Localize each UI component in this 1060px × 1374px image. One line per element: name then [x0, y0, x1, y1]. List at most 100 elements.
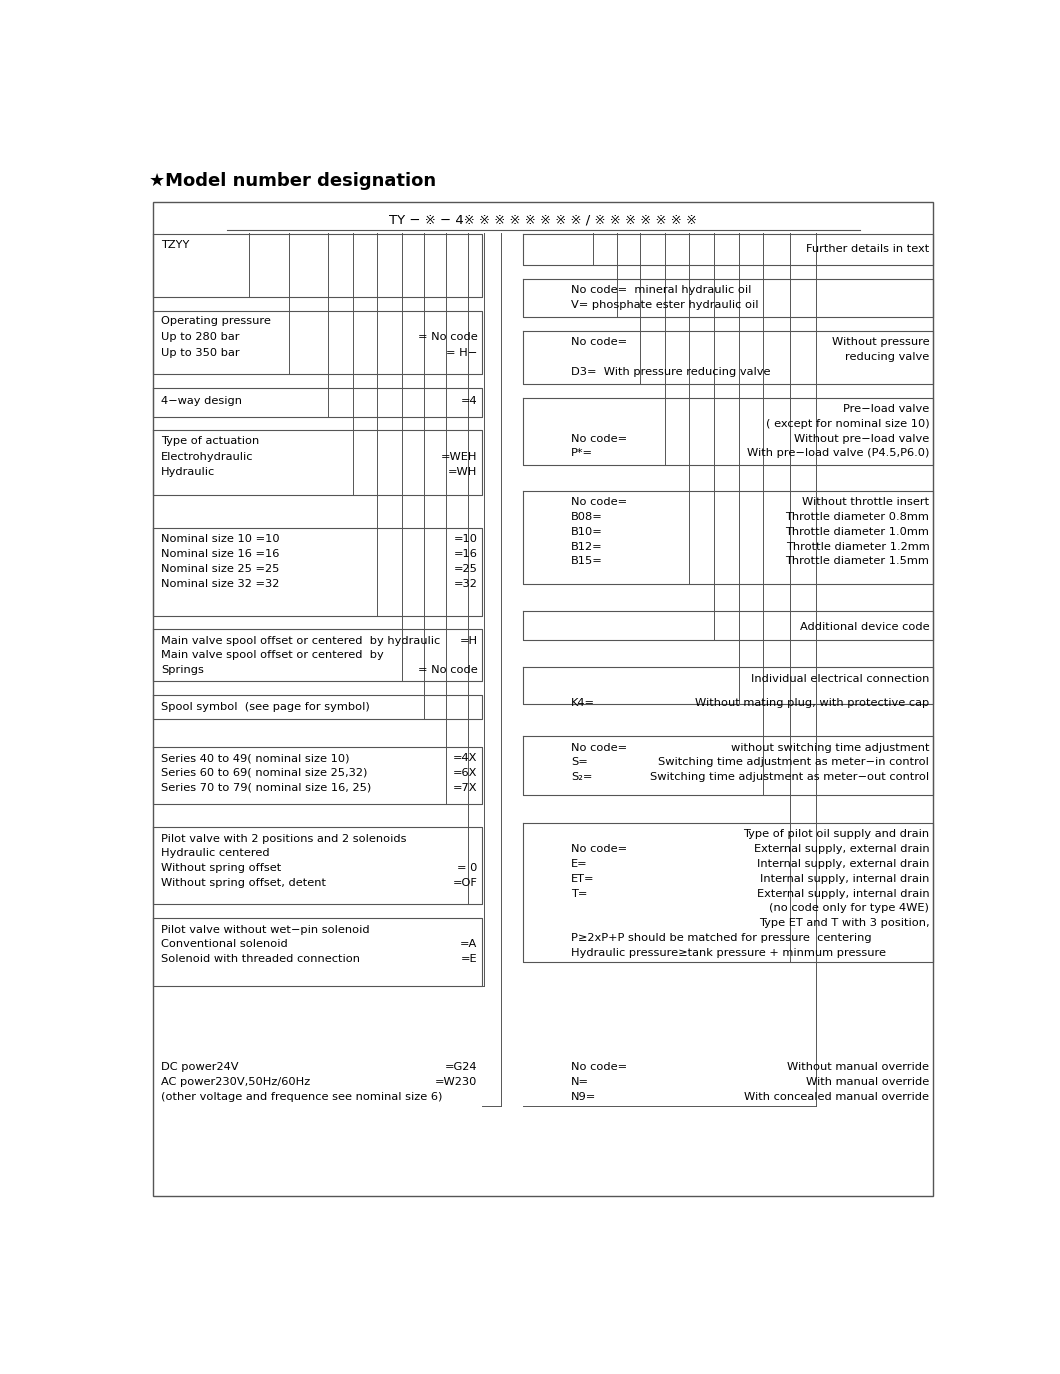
- Text: Main valve spool offset or centered  by hydraulic: Main valve spool offset or centered by h…: [161, 636, 441, 646]
- Text: Type ET and T with 3 position,: Type ET and T with 3 position,: [759, 918, 930, 929]
- Text: Springs: Springs: [161, 665, 205, 675]
- Text: ★Model number designation: ★Model number designation: [148, 172, 436, 190]
- Text: Further details in text: Further details in text: [806, 245, 930, 254]
- Text: AC power230V,50Hz/60Hz: AC power230V,50Hz/60Hz: [161, 1077, 311, 1087]
- Text: Hydraulic: Hydraulic: [161, 467, 215, 477]
- Text: = No code: = No code: [418, 333, 477, 342]
- Text: D3=  With pressure reducing valve: D3= With pressure reducing valve: [571, 367, 771, 376]
- Text: Throttle diameter 1.2mm: Throttle diameter 1.2mm: [785, 541, 930, 551]
- Text: Up to 350 bar: Up to 350 bar: [161, 348, 240, 357]
- Text: reducing valve: reducing valve: [845, 352, 930, 363]
- Text: B08=: B08=: [571, 513, 603, 522]
- Text: T=: T=: [571, 889, 587, 899]
- Text: Series 40 to 49( nominal size 10): Series 40 to 49( nominal size 10): [161, 753, 350, 763]
- Text: =32: =32: [454, 578, 477, 588]
- Text: =6X: =6X: [454, 768, 477, 778]
- Text: With pre−load valve (P4.5,P6.0): With pre−load valve (P4.5,P6.0): [747, 448, 930, 459]
- Text: 4−way design: 4−way design: [161, 396, 243, 405]
- Text: No code=: No code=: [571, 844, 628, 855]
- Text: =WH: =WH: [448, 467, 477, 477]
- Text: No code=  mineral hydraulic oil: No code= mineral hydraulic oil: [571, 286, 752, 295]
- Text: Additional device code: Additional device code: [799, 622, 930, 632]
- Text: B10=: B10=: [571, 526, 603, 537]
- Text: Without pre−load valve: Without pre−load valve: [794, 434, 930, 444]
- Text: Type of pilot oil supply and drain: Type of pilot oil supply and drain: [743, 830, 930, 840]
- Text: Pilot valve without wet−pin solenoid: Pilot valve without wet−pin solenoid: [161, 925, 370, 934]
- Text: No code=: No code=: [571, 338, 628, 348]
- Text: No code=: No code=: [571, 742, 628, 753]
- Text: No code=: No code=: [571, 434, 628, 444]
- Text: =W230: =W230: [436, 1077, 477, 1087]
- Text: External supply, external drain: External supply, external drain: [754, 844, 930, 855]
- Text: Switching time adjustment as meter−out control: Switching time adjustment as meter−out c…: [650, 772, 930, 782]
- Text: Throttle diameter 0.8mm: Throttle diameter 0.8mm: [785, 513, 930, 522]
- Text: External supply, internal drain: External supply, internal drain: [757, 889, 930, 899]
- Text: Nominal size 32 =32: Nominal size 32 =32: [161, 578, 280, 588]
- Text: E=: E=: [571, 859, 588, 868]
- Text: = No code: = No code: [418, 665, 477, 675]
- Text: Without throttle insert: Without throttle insert: [802, 497, 930, 507]
- Text: =E: =E: [461, 954, 477, 965]
- Text: Series 60 to 69( nominal size 25,32): Series 60 to 69( nominal size 25,32): [161, 768, 368, 778]
- Text: =OF: =OF: [453, 878, 477, 888]
- Text: No code=: No code=: [571, 1062, 628, 1072]
- Text: Hydraulic pressure≥tank pressure + minmum pressure: Hydraulic pressure≥tank pressure + minmu…: [571, 948, 886, 958]
- Text: S₂=: S₂=: [571, 772, 593, 782]
- Text: P*=: P*=: [571, 448, 594, 459]
- Text: Electrohydraulic: Electrohydraulic: [161, 452, 253, 462]
- Text: =4X: =4X: [454, 753, 477, 763]
- Text: K4=: K4=: [571, 698, 595, 708]
- Text: Series 70 to 79( nominal size 16, 25): Series 70 to 79( nominal size 16, 25): [161, 783, 371, 793]
- FancyBboxPatch shape: [153, 202, 934, 1197]
- Text: P≥2xP+P should be matched for pressure  centering: P≥2xP+P should be matched for pressure c…: [571, 933, 871, 943]
- Text: Operating pressure: Operating pressure: [161, 316, 271, 326]
- Text: Internal supply, internal drain: Internal supply, internal drain: [760, 874, 930, 883]
- Text: Pre−load valve: Pre−load valve: [843, 404, 930, 414]
- Text: N9=: N9=: [571, 1092, 597, 1102]
- Text: Nominal size 25 =25: Nominal size 25 =25: [161, 563, 280, 574]
- Text: Conventional solenoid: Conventional solenoid: [161, 940, 288, 949]
- Text: =7X: =7X: [453, 783, 477, 793]
- Text: No code=: No code=: [571, 497, 628, 507]
- Text: without switching time adjustment: without switching time adjustment: [730, 742, 930, 753]
- Text: (other voltage and frequence see nominal size 6): (other voltage and frequence see nominal…: [161, 1092, 443, 1102]
- Text: Without spring offset: Without spring offset: [161, 863, 282, 872]
- Text: Main valve spool offset or centered  by: Main valve spool offset or centered by: [161, 650, 384, 661]
- Text: Nominal size 16 =16: Nominal size 16 =16: [161, 550, 280, 559]
- Text: With manual override: With manual override: [806, 1077, 930, 1087]
- Text: With concealed manual override: With concealed manual override: [744, 1092, 930, 1102]
- Text: =16: =16: [454, 550, 477, 559]
- Text: Without manual override: Without manual override: [788, 1062, 930, 1072]
- Text: =25: =25: [454, 563, 477, 574]
- Text: B15=: B15=: [571, 556, 603, 566]
- Text: Nominal size 10 =10: Nominal size 10 =10: [161, 534, 280, 544]
- Text: Without mating plug, with protective cap: Without mating plug, with protective cap: [695, 698, 930, 708]
- Text: =10: =10: [454, 534, 477, 544]
- Text: TZYY: TZYY: [161, 240, 190, 250]
- Text: TY − ※ − 4※ ※ ※ ※ ※ ※ ※ ※ / ※ ※ ※ ※ ※ ※ ※: TY − ※ − 4※ ※ ※ ※ ※ ※ ※ ※ / ※ ※ ※ ※ ※ ※ …: [389, 213, 697, 227]
- Text: Without spring offset, detent: Without spring offset, detent: [161, 878, 326, 888]
- Text: N=: N=: [571, 1077, 589, 1087]
- Text: DC power24V: DC power24V: [161, 1062, 238, 1072]
- Text: =H: =H: [459, 636, 477, 646]
- Text: Type of actuation: Type of actuation: [161, 436, 260, 445]
- Text: = H−: = H−: [446, 348, 477, 357]
- Text: =A: =A: [460, 940, 477, 949]
- Text: Up to 280 bar: Up to 280 bar: [161, 333, 240, 342]
- Text: Pilot valve with 2 positions and 2 solenoids: Pilot valve with 2 positions and 2 solen…: [161, 834, 407, 844]
- Text: = 0: = 0: [457, 863, 477, 872]
- Text: Throttle diameter 1.5mm: Throttle diameter 1.5mm: [785, 556, 930, 566]
- Text: Individual electrical connection: Individual electrical connection: [750, 673, 930, 684]
- Text: (no code only for type 4WE): (no code only for type 4WE): [770, 903, 930, 914]
- Text: B12=: B12=: [571, 541, 603, 551]
- Text: Solenoid with threaded connection: Solenoid with threaded connection: [161, 954, 360, 965]
- Text: Switching time adjustment as meter−in control: Switching time adjustment as meter−in co…: [658, 757, 930, 767]
- Text: Without pressure: Without pressure: [832, 338, 930, 348]
- Text: Internal supply, external drain: Internal supply, external drain: [757, 859, 930, 868]
- Text: ET=: ET=: [571, 874, 595, 883]
- Text: =WEH: =WEH: [441, 452, 477, 462]
- Text: Spool symbol  (see page for symbol): Spool symbol (see page for symbol): [161, 702, 370, 712]
- Text: Throttle diameter 1.0mm: Throttle diameter 1.0mm: [785, 526, 930, 537]
- Text: Hydraulic centered: Hydraulic centered: [161, 848, 270, 859]
- Text: =G24: =G24: [445, 1062, 477, 1072]
